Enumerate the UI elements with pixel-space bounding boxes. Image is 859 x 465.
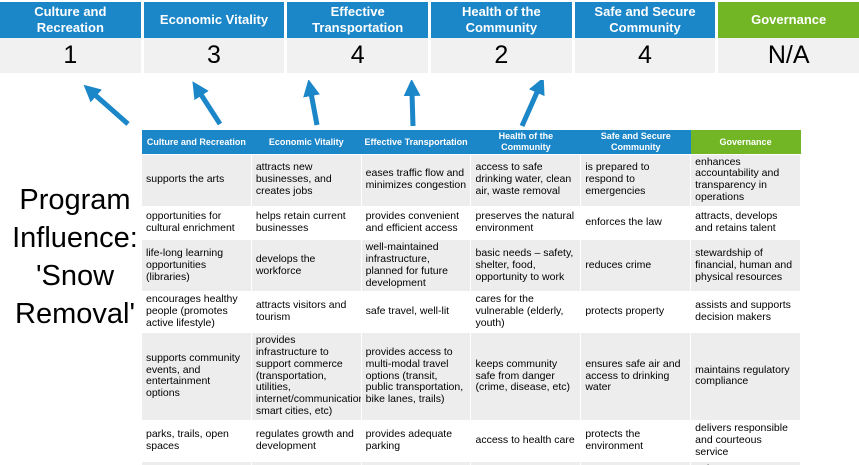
matrix-cell: protects the environment [580, 419, 692, 462]
matrix-header-cell: Economic Vitality [251, 130, 362, 154]
matrix-cell-highlighted: eases traffic flow and minimizes congest… [360, 153, 472, 207]
summary-header: Culture and Recreation [0, 2, 141, 38]
matrix-cell: stewardship of financial, human and phys… [690, 238, 801, 293]
matrix-cell: access to health care [470, 419, 582, 462]
summary-column-4: Safe and Secure Community 4 [574, 2, 716, 73]
matrix-cell: enhances accountability and transparency… [690, 460, 801, 465]
matrix-cell: assists and supports decision makers [690, 291, 801, 333]
matrix-header-cell: Safe and Secure Community [580, 130, 691, 154]
matrix-row: life-long learning opportunities (librar… [141, 238, 801, 293]
matrix-cell: enforces the law [580, 205, 692, 240]
summary-score: 3 [143, 38, 285, 73]
summary-score: 4 [287, 38, 428, 73]
matrix-cell-highlighted: parks, trails, open spaces [141, 419, 252, 462]
matrix-cell: delivers responsible and courteous servi… [690, 419, 801, 462]
summary-table: Culture and Recreation 1 Economic Vitality… [0, 2, 859, 73]
matrix-cell: life-long learning opportunities (librar… [141, 238, 252, 293]
matrix-cell: vibrant downtown [250, 460, 362, 465]
matrix-body: supports the arts attracts new businesses… [141, 153, 801, 465]
matrix-cell: supports community events, and entertain… [141, 331, 252, 421]
matrix-cell-highlighted: keeps community safe from danger (crime,… [470, 331, 582, 421]
matrix-cell-highlighted: provides convenient and efficient access [360, 205, 472, 240]
influence-arrows [83, 80, 545, 128]
matrix-cell: access to safe drinking water, clean air… [470, 460, 582, 465]
influence-arrow-icon [403, 80, 421, 127]
matrix-cell-highlighted: safe travel, well-lit [360, 291, 472, 333]
summary-header: Governance [718, 2, 859, 38]
summary-column-0: Culture and Recreation 1 [0, 2, 141, 73]
influence-arrow-icon [519, 80, 545, 128]
matrix-cell [141, 460, 252, 465]
matrix-cell: encourages healthy people (promotes acti… [141, 291, 252, 333]
summary-column-2: Effective Transportation 4 [287, 2, 428, 73]
matrix-header-row: Culture and Recreation Economic Vitality E… [141, 130, 801, 154]
matrix-header-cell: Culture and Recreation [141, 130, 252, 154]
matrix-header-cell: Governance [690, 130, 801, 154]
matrix-row: supports the arts attracts new businesses… [141, 153, 801, 207]
matrix-cell: opportunities for cultural enrichment [141, 205, 252, 240]
summary-score: 1 [0, 38, 141, 73]
matrix-header-cell: Effective Transportation [361, 130, 471, 154]
matrix-cell-highlighted: is prepared to respond to emergencies [580, 153, 692, 207]
matrix-cell: maintains regulatory compliance [690, 331, 801, 421]
matrix-cell: supports the arts [141, 153, 252, 207]
matrix-cell: attracts new businesses, and creates job… [250, 153, 362, 207]
matrix-cell-highlighted: provides safe travel and mobility [580, 460, 692, 465]
summary-score: 4 [574, 38, 716, 73]
matrix-cell: preserves the natural environment [470, 205, 582, 240]
matrix-cell-highlighted: helps retain current businesses [250, 205, 362, 240]
matrix-cell: well-maintained infrastructure, planned … [360, 238, 472, 293]
matrix-cell: attracts, develops and retains talent [690, 205, 801, 240]
program-influence-label: Program Influence: 'Snow Removal' [12, 184, 138, 330]
matrix-cell-highlighted: cares for the vulnerable (elderly, youth… [470, 291, 582, 333]
summary-column-3: Health of the Community 2 [431, 2, 572, 73]
matrix-cell: develops the workforce [250, 238, 362, 293]
influence-arrow-icon [83, 84, 130, 126]
matrix-row: parks, trails, open spaces regulates grow… [141, 419, 801, 462]
summary-header: Economic Vitality [143, 2, 285, 38]
summary-header: Safe and Secure Community [574, 2, 716, 38]
matrix-row: encourages healthy people (promotes acti… [141, 291, 801, 333]
summary-header: Effective Transportation [287, 2, 428, 38]
matrix-cell: enhances accountability and transparency… [690, 153, 801, 207]
matrix-row: opportunities for cultural enrichment hel… [141, 205, 801, 240]
matrix-cell-highlighted: provides infrastructure to support comme… [250, 331, 362, 421]
matrix-cell: walkable community [360, 460, 472, 465]
matrix-row: supports community events, and entertain… [141, 331, 801, 421]
influence-arrow-icon [192, 81, 223, 126]
matrix-cell-highlighted: provides access to multi-modal travel op… [360, 331, 472, 421]
matrix-cell: reduces crime [580, 238, 692, 293]
summary-score: N/A [718, 38, 859, 73]
matrix-cell: ensures safe air and access to drinking … [580, 331, 692, 421]
matrix-row: vibrant downtownwalkable communityaccess… [141, 460, 801, 465]
matrix-cell: regulates growth and development [250, 419, 362, 462]
matrix-cell-highlighted: protects property [580, 291, 692, 333]
summary-column-5: Governance N/A [718, 2, 859, 73]
matrix-cell: provides adequate parking [360, 419, 472, 462]
matrix-cell: attracts visitors and tourism [250, 291, 362, 333]
influence-matrix: Culture and Recreation Economic Vitality E… [141, 130, 801, 465]
summary-header: Health of the Community [431, 2, 572, 38]
matrix-cell: access to safe drinking water, clean air… [470, 153, 582, 207]
matrix-header-cell: Health of the Community [470, 130, 581, 154]
summary-column-1: Economic Vitality 3 [143, 2, 285, 73]
influence-arrow-icon [303, 80, 320, 126]
summary-score: 2 [431, 38, 572, 73]
matrix-cell-highlighted: basic needs – safety, shelter, food, opp… [470, 238, 582, 293]
